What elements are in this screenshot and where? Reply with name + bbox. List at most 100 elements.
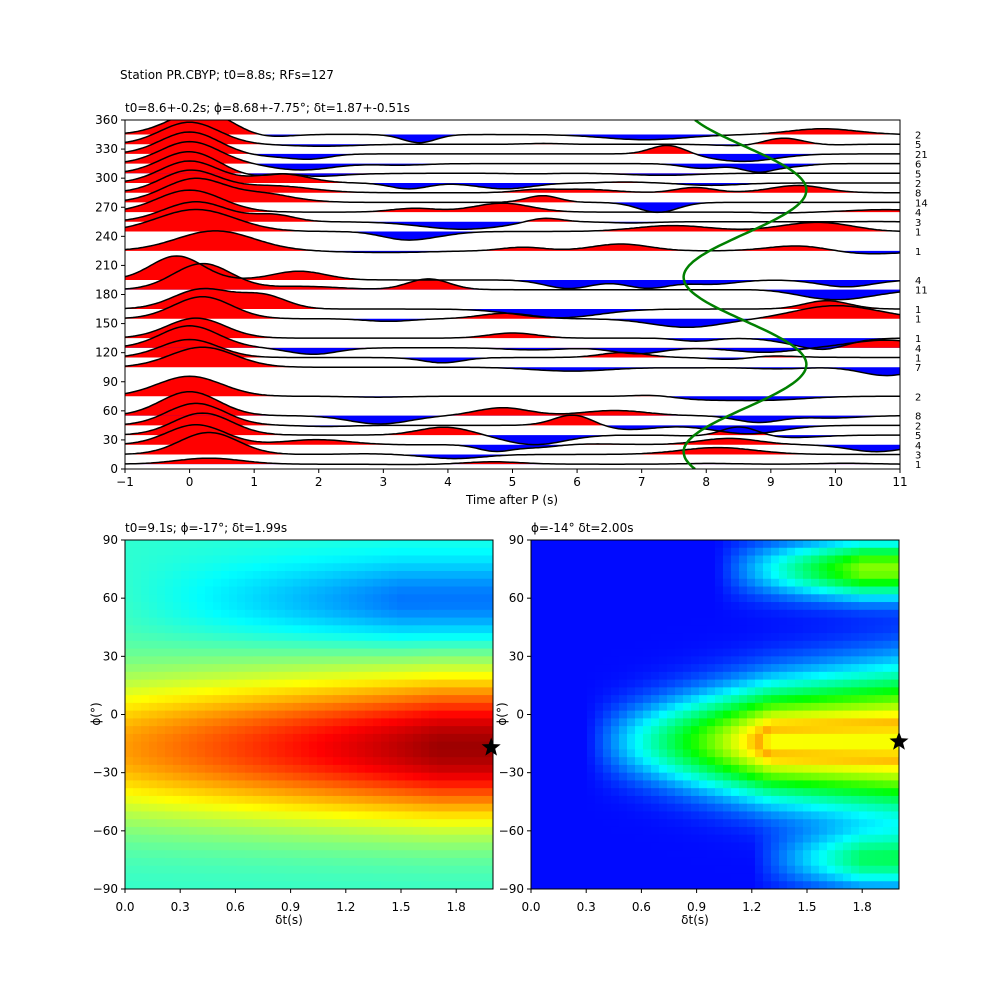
heatmap-cell xyxy=(213,671,222,681)
heatmap-cell xyxy=(221,563,230,572)
heatmap-cell xyxy=(875,819,884,828)
heatmap-cell xyxy=(747,609,756,619)
heatmap-cell xyxy=(739,811,748,820)
heatmap-cell xyxy=(699,594,708,603)
heatmap-cell xyxy=(181,555,190,564)
heatmap-cell xyxy=(531,695,540,704)
heatmap-cell xyxy=(485,764,493,774)
heatmap-cell xyxy=(469,873,478,882)
heatmap-cell xyxy=(341,648,350,657)
heatmap-cell xyxy=(421,640,430,650)
heatmap-cell xyxy=(747,695,756,704)
y-tick-label: −60 xyxy=(499,824,524,838)
heatmap-cell xyxy=(269,772,278,782)
heatmap-cell xyxy=(571,772,580,782)
heatmap-cell xyxy=(453,617,462,626)
heatmap-cell xyxy=(293,795,302,805)
heatmap-cell xyxy=(763,726,772,735)
heatmap-cell xyxy=(437,772,446,782)
heatmap-cell xyxy=(325,695,334,704)
heatmap-cell xyxy=(293,718,302,727)
heatmap-cell xyxy=(213,679,222,688)
heatmap-cell xyxy=(635,586,644,595)
heatmap-cell xyxy=(261,881,270,889)
heatmap-cell xyxy=(461,586,470,595)
heatmap-cell xyxy=(237,772,246,782)
heatmap-cell xyxy=(389,617,398,626)
heatmap-cell xyxy=(285,571,294,580)
heatmap-cell xyxy=(205,718,214,727)
heatmap-cell xyxy=(485,633,493,642)
heatmap-cell xyxy=(571,625,580,634)
heatmap-cell xyxy=(779,640,788,650)
heatmap-cell xyxy=(667,555,676,564)
heatmap-cell xyxy=(317,695,326,704)
heatmap-cell xyxy=(405,741,414,750)
heatmap-cell xyxy=(795,780,804,789)
heatmap-cell xyxy=(373,726,382,735)
heatmap-cell xyxy=(619,757,628,766)
heatmap-cell xyxy=(437,710,446,719)
heatmap-cell xyxy=(755,617,764,626)
heatmap-cell xyxy=(707,563,716,572)
y-tick-label: 300 xyxy=(95,171,118,185)
heatmap-cell xyxy=(325,788,334,797)
heatmap-cell xyxy=(133,571,142,580)
heatmap-cell xyxy=(421,826,430,836)
heatmap-cell xyxy=(125,664,134,673)
heatmap-cell xyxy=(309,540,318,549)
heatmap-cell xyxy=(683,671,692,681)
heatmap-cell xyxy=(357,633,366,642)
heatmap-cell xyxy=(843,780,852,789)
heatmap-cell xyxy=(827,733,836,743)
heatmap-cell xyxy=(555,617,564,626)
heatmap-cell xyxy=(229,679,238,688)
heatmap-cell xyxy=(731,865,740,875)
heatmap-cell xyxy=(277,865,286,875)
heatmap-cell xyxy=(405,617,414,626)
heatmap-cell xyxy=(253,795,262,805)
heatmap-cell xyxy=(301,664,310,673)
trace-negative-fill xyxy=(125,415,900,424)
heatmap-cell xyxy=(253,757,262,766)
heatmap-cell xyxy=(563,826,572,836)
heatmap-cell xyxy=(421,671,430,681)
heatmap-cell xyxy=(611,671,620,681)
heatmap-cell xyxy=(731,811,740,820)
heatmap-cell xyxy=(317,857,326,867)
heatmap-cell xyxy=(763,826,772,836)
heatmap-cell xyxy=(643,687,652,696)
heatmap-cell xyxy=(373,609,382,619)
heatmap-cell xyxy=(437,602,446,611)
heatmap-cell xyxy=(651,695,660,704)
heatmap-cell xyxy=(891,609,899,619)
heatmap-cell xyxy=(547,687,556,696)
heatmap-cell xyxy=(397,578,406,588)
heatmap-cell xyxy=(213,695,222,704)
heatmap-cell xyxy=(755,702,764,712)
heatmap-cell xyxy=(405,664,414,673)
heatmap-cell xyxy=(531,772,540,782)
heatmap-cell xyxy=(293,834,302,844)
heatmap-cell xyxy=(461,540,470,549)
heatmap-cell xyxy=(859,625,868,634)
heatmap-cell xyxy=(635,857,644,867)
heatmap-cell xyxy=(675,679,684,688)
heatmap-cell xyxy=(571,648,580,657)
heatmap-cell xyxy=(189,881,198,889)
heatmap-cell xyxy=(683,764,692,774)
heatmap-cell xyxy=(859,733,868,743)
heatmap-cell xyxy=(619,640,628,650)
heatmap-cell xyxy=(539,757,548,766)
heatmap-cell xyxy=(205,571,214,580)
heatmap-cell xyxy=(141,687,150,696)
heatmap-cell xyxy=(149,695,158,704)
heatmap-cell xyxy=(261,695,270,704)
heatmap-cell xyxy=(405,788,414,797)
heatmap-cell xyxy=(643,772,652,782)
heatmap-cell xyxy=(349,547,358,557)
heatmap-cell xyxy=(477,594,486,603)
heatmap-cell xyxy=(133,625,142,634)
heatmap-cell xyxy=(125,811,134,820)
heatmap-cell xyxy=(429,788,438,797)
